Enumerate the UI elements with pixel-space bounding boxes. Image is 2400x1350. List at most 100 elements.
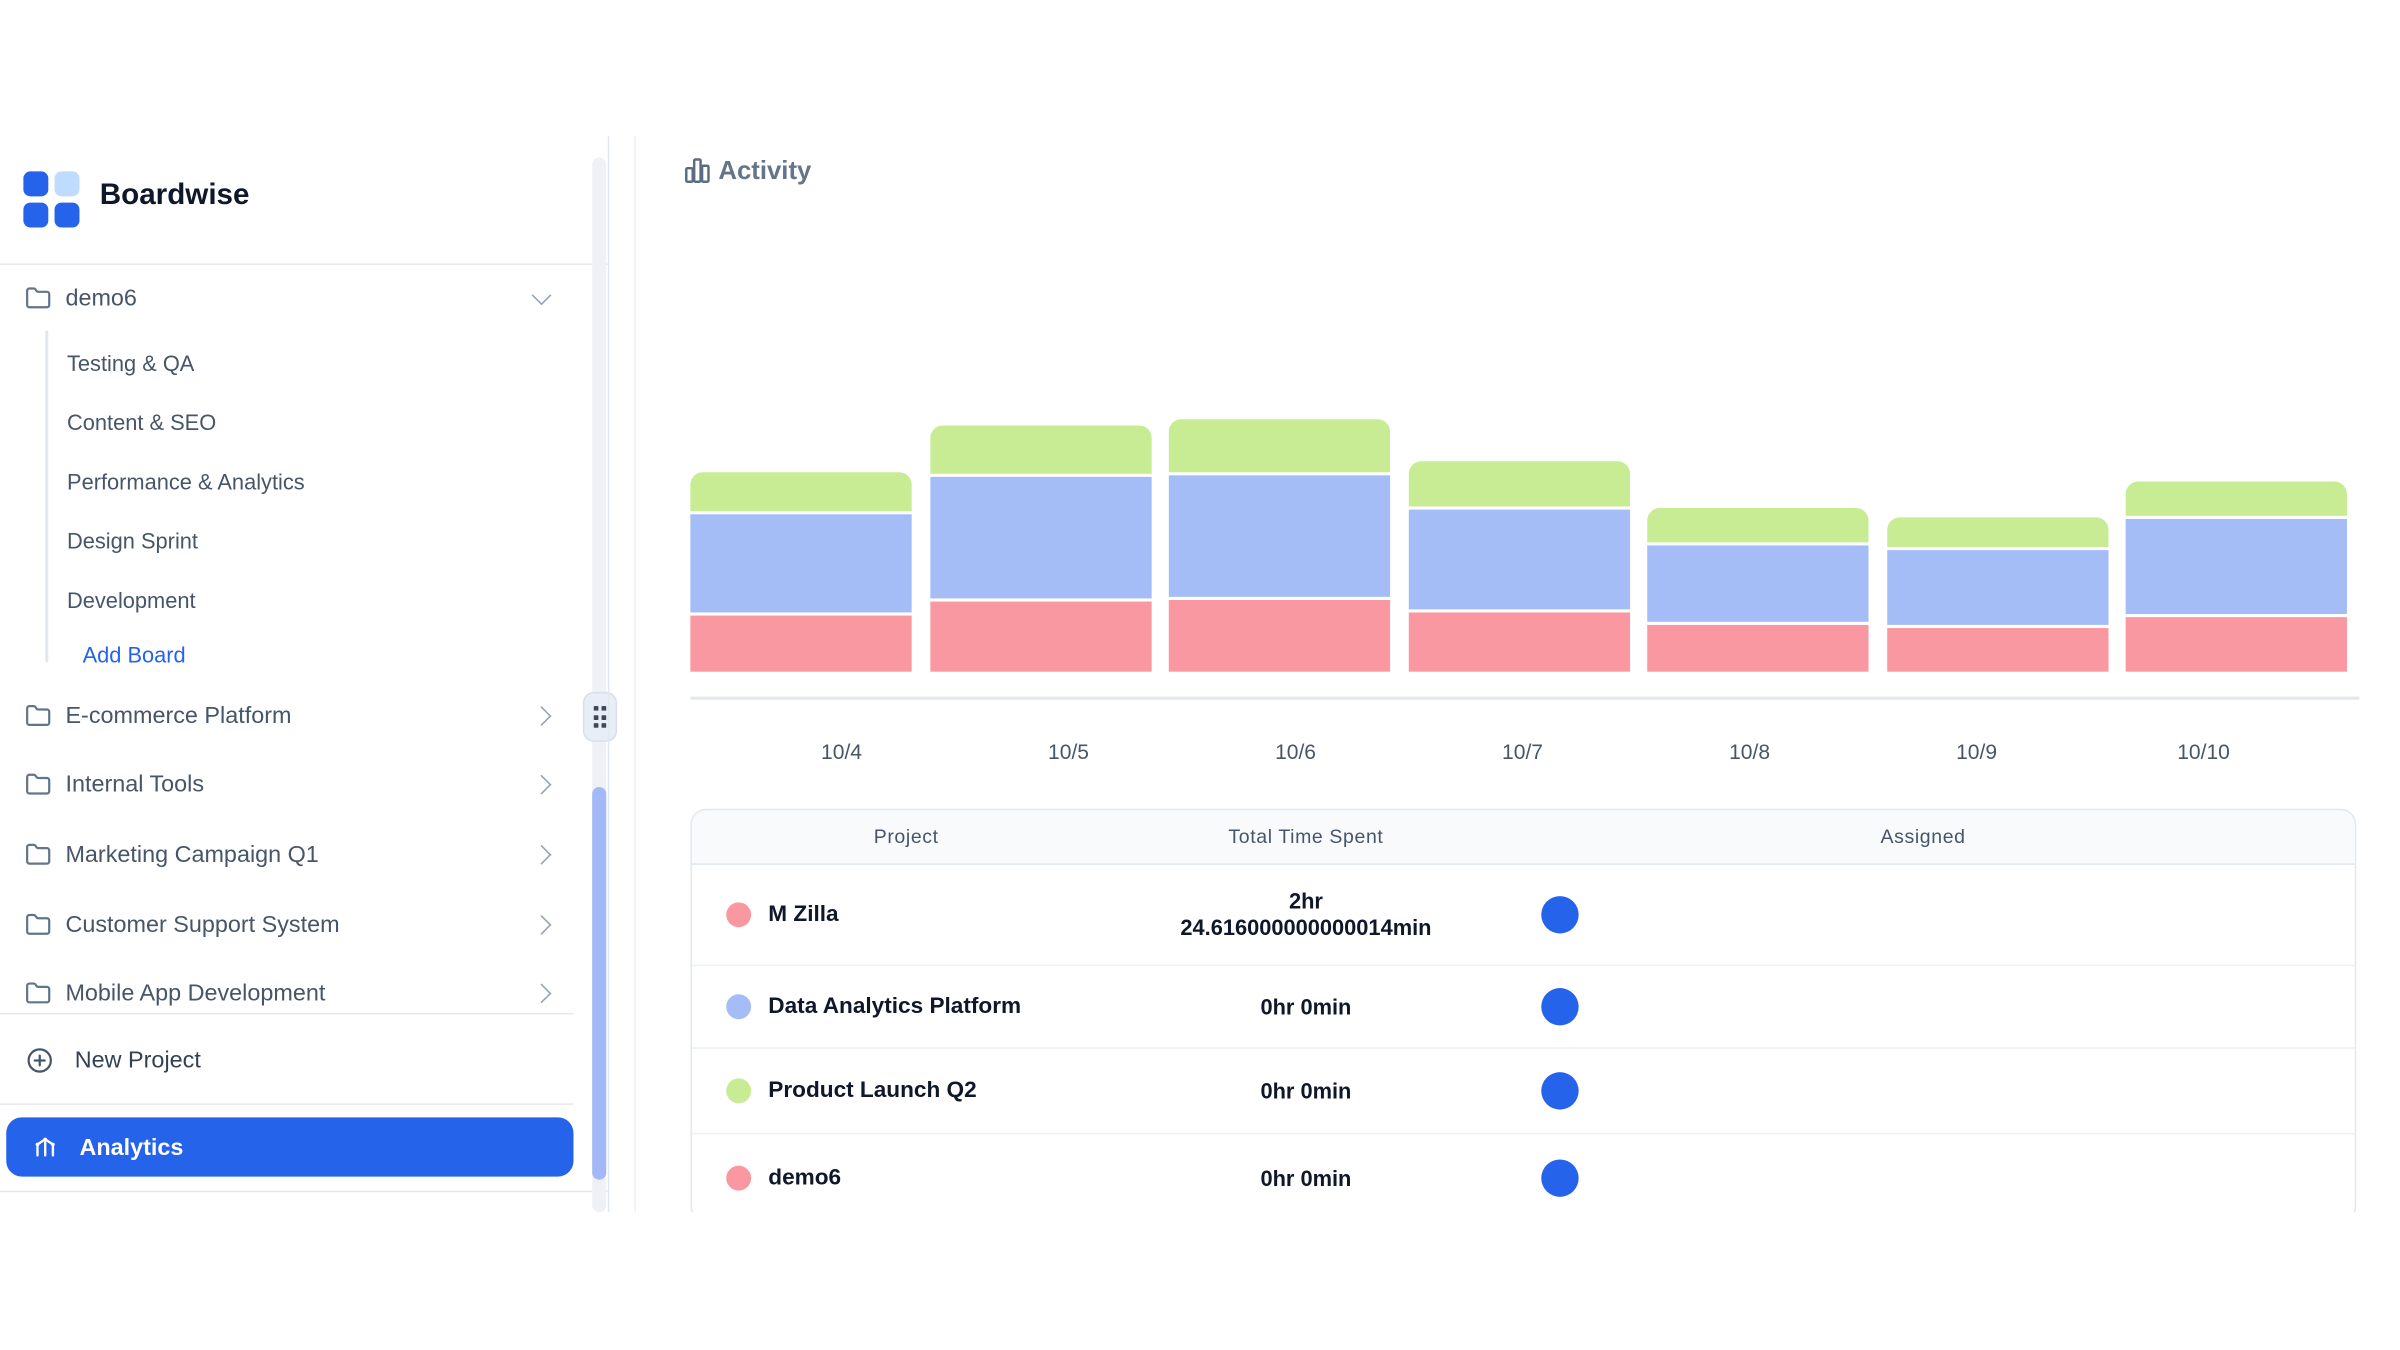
bar-segment-data-analytics-platform[interactable]: [690, 514, 912, 613]
divider: [0, 1103, 574, 1105]
assignee-avatar[interactable]: [1541, 896, 1579, 934]
bar-10-8[interactable]: [1647, 508, 1869, 672]
bar-10-7[interactable]: [1408, 461, 1630, 672]
bar-segment-product-launch-q2[interactable]: [929, 425, 1151, 474]
sidebar-item-demo6[interactable]: demo6: [0, 277, 608, 318]
chevron-right-icon[interactable]: [531, 914, 552, 935]
sidebar-item-customer-support-system[interactable]: Customer Support System: [0, 890, 608, 959]
board-item-testing-qa[interactable]: Testing & QA: [67, 350, 195, 376]
folder-icon: [26, 913, 51, 935]
project-name: Data Analytics Platform: [768, 994, 1022, 1020]
project-label: Internal Tools: [65, 772, 205, 799]
sidebar-scroll-thumb[interactable]: [592, 786, 607, 1180]
time-value-line: 24.616000000000014min: [1180, 914, 1432, 940]
sidebar: Boardwise demo6 Testing & QA Content & SE…: [0, 136, 618, 1213]
time-cell: 0hr 0min: [1120, 966, 1491, 1047]
table-row-m-zilla: M Zilla 2hr 24.616000000000014min: [691, 865, 2355, 967]
project-label: demo6: [65, 284, 137, 311]
assignee-avatar[interactable]: [1541, 1159, 1579, 1197]
time-value-line: 2hr: [1288, 888, 1323, 914]
column-header-project: Project: [873, 825, 939, 848]
bar-segment-data-analytics-platform[interactable]: [2125, 518, 2347, 615]
board-item-design-sprint[interactable]: Design Sprint: [67, 528, 198, 554]
chevron-right-icon[interactable]: [531, 705, 552, 726]
project-label: Customer Support System: [65, 911, 340, 938]
divider: [0, 263, 608, 265]
bar-segment-data-analytics-platform[interactable]: [1886, 550, 2108, 625]
sidebar-item-internal-tools[interactable]: Internal Tools: [0, 751, 608, 820]
chevron-right-icon[interactable]: [531, 983, 552, 1004]
bar-segment-product-launch-q2[interactable]: [1886, 517, 2108, 547]
bar-segment-m-zilla[interactable]: [2125, 617, 2347, 672]
folder-icon: [26, 286, 51, 308]
bar-segment-product-launch-q2[interactable]: [1647, 508, 1869, 543]
circle-plus-icon: [27, 1047, 52, 1072]
app-window: Boardwise demo6 Testing & QA Content & SE…: [0, 135, 2400, 1213]
project-name: M Zilla: [768, 902, 839, 928]
chevron-down-icon[interactable]: [531, 284, 552, 305]
bar-segment-data-analytics-platform[interactable]: [1408, 509, 1630, 610]
divider: [0, 1012, 574, 1015]
column-header-assigned: Assigned: [1880, 825, 1966, 848]
bar-10-10[interactable]: [2125, 481, 2347, 672]
sidebar-resize-grip[interactable]: [582, 691, 618, 742]
board-item-development[interactable]: Development: [67, 587, 196, 613]
logo-square: [23, 171, 49, 197]
bar-segment-product-launch-q2[interactable]: [1168, 419, 1391, 473]
project-name: demo6: [768, 1165, 842, 1191]
bar-10-9[interactable]: [1886, 517, 2108, 672]
table-row-product-launch-q2: Product Launch Q2 0hr 0min: [691, 1049, 2355, 1135]
logo-square: [23, 202, 49, 228]
assignee-avatar[interactable]: [1541, 988, 1579, 1026]
boardwise-logo[interactable]: [23, 171, 80, 228]
bar-segment-m-zilla[interactable]: [690, 615, 912, 672]
bar-segment-product-launch-q2[interactable]: [2125, 481, 2347, 516]
sidebar-item-mobile-app-development[interactable]: Mobile App Development: [0, 959, 608, 1028]
bar-segment-data-analytics-platform[interactable]: [1168, 475, 1391, 597]
project-color-dot: [726, 1165, 752, 1191]
bar-segment-m-zilla[interactable]: [1647, 624, 1869, 672]
new-project-button[interactable]: New Project: [0, 1035, 608, 1085]
chevron-right-icon[interactable]: [531, 844, 552, 865]
assigned-cell: [1491, 1049, 2354, 1133]
project-cell: demo6: [692, 1135, 1121, 1213]
time-value-line: 0hr 0min: [1260, 1077, 1352, 1103]
assigned-cell: [1491, 966, 2354, 1047]
project-color-dot: [726, 902, 752, 928]
bar-segment-product-launch-q2[interactable]: [1408, 461, 1630, 507]
sidebar-item-marketing-campaign-q1[interactable]: Marketing Campaign Q1: [0, 820, 608, 889]
bar-10-5[interactable]: [929, 425, 1151, 672]
project-cell: M Zilla: [692, 865, 1121, 965]
project-list: E-commerce Platform Internal Tools Marketi…: [0, 681, 608, 1028]
add-board-button[interactable]: Add Board: [82, 641, 186, 667]
bar-segment-m-zilla[interactable]: [1168, 599, 1391, 672]
bar-segment-m-zilla[interactable]: [1408, 612, 1630, 672]
project-cell: Product Launch Q2: [692, 1049, 1121, 1133]
page-title: Activity: [718, 157, 812, 186]
project-name: Product Launch Q2: [768, 1078, 977, 1104]
bar-10-4[interactable]: [690, 472, 912, 672]
bar-chart-icon: [685, 158, 710, 183]
sidebar-item-analytics[interactable]: Analytics: [6, 1117, 574, 1177]
bar-segment-product-launch-q2[interactable]: [690, 472, 912, 512]
chevron-right-icon[interactable]: [531, 775, 552, 796]
sidebar-item-e-commerce-platform[interactable]: E-commerce Platform: [0, 681, 608, 750]
activity-chart: 10/4 10/5 10/6 10/7 10/8 10/9 10/10: [0, 136, 2400, 1213]
bar-segment-m-zilla[interactable]: [929, 601, 1151, 672]
time-cell: 2hr 24.616000000000014min: [1120, 865, 1491, 965]
board-tree-line: [45, 330, 49, 663]
folder-icon: [26, 843, 51, 865]
bar-segment-m-zilla[interactable]: [1886, 628, 2108, 672]
project-label: Mobile App Development: [65, 980, 326, 1007]
assignee-avatar[interactable]: [1541, 1072, 1579, 1110]
board-item-performance-analytics[interactable]: Performance & Analytics: [67, 469, 305, 495]
bar-segment-data-analytics-platform[interactable]: [1647, 545, 1869, 622]
table-row-demo6: demo6 0hr 0min: [692, 1135, 2355, 1213]
bar-segment-data-analytics-platform[interactable]: [929, 476, 1151, 599]
panel-divider: [634, 135, 636, 1213]
time-summary-table: Project Total Time Spent Assigned M Zill…: [690, 808, 2357, 1213]
board-item-content-seo[interactable]: Content & SEO: [67, 409, 217, 435]
bar-10-6[interactable]: [1168, 419, 1391, 672]
project-label: Marketing Campaign Q1: [65, 841, 319, 869]
